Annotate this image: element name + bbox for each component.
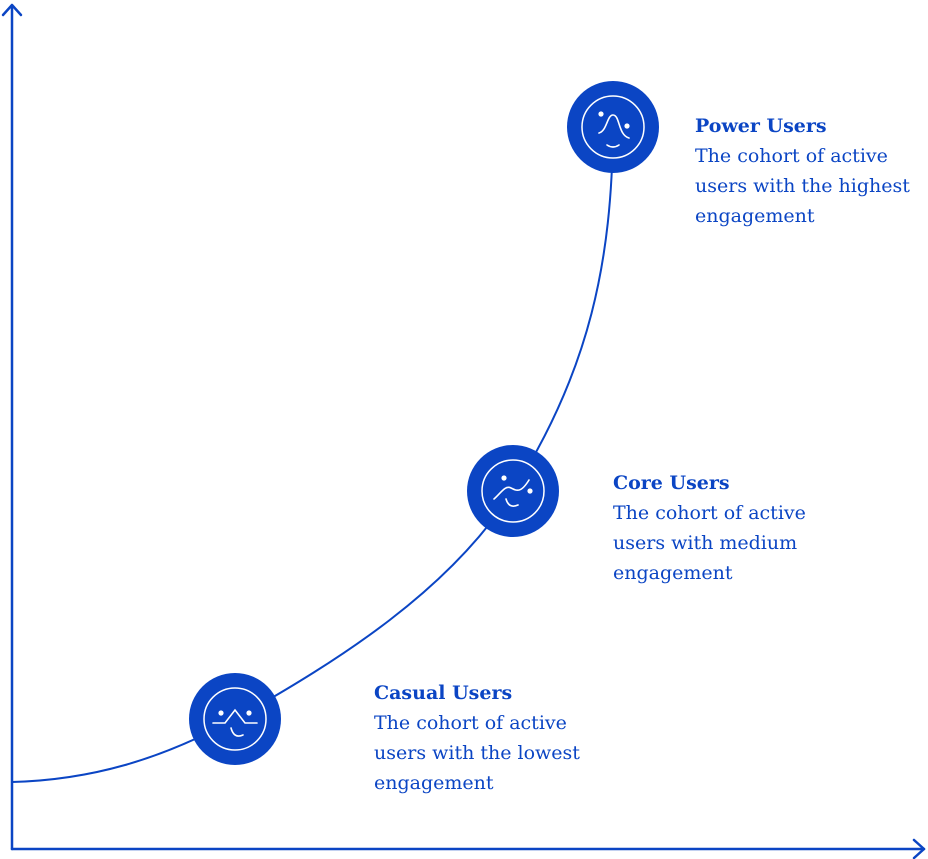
cohort-title: Core Users [613,472,730,494]
cohort-label-core: Core Users The cohort of active users wi… [613,468,833,588]
engagement-curve [11,126,614,783]
cohort-title: Casual Users [374,682,513,704]
cohort-label-casual: Casual Users The cohort of active users … [374,678,594,798]
cohort-description: The cohort of active users with medium e… [613,502,806,584]
cohort-label-power: Power Users The cohort of active users w… [695,111,915,231]
y-axis-arrow [1,3,23,17]
cohort-description: The cohort of active users with the lowe… [374,712,580,794]
cohort-description: The cohort of active users with the high… [695,145,910,227]
face-icon-core [467,445,559,537]
face-icon-power [567,81,659,173]
face-icon-casual [189,673,281,765]
x-axis-arrow [912,838,926,859]
cohort-title: Power Users [695,115,827,137]
